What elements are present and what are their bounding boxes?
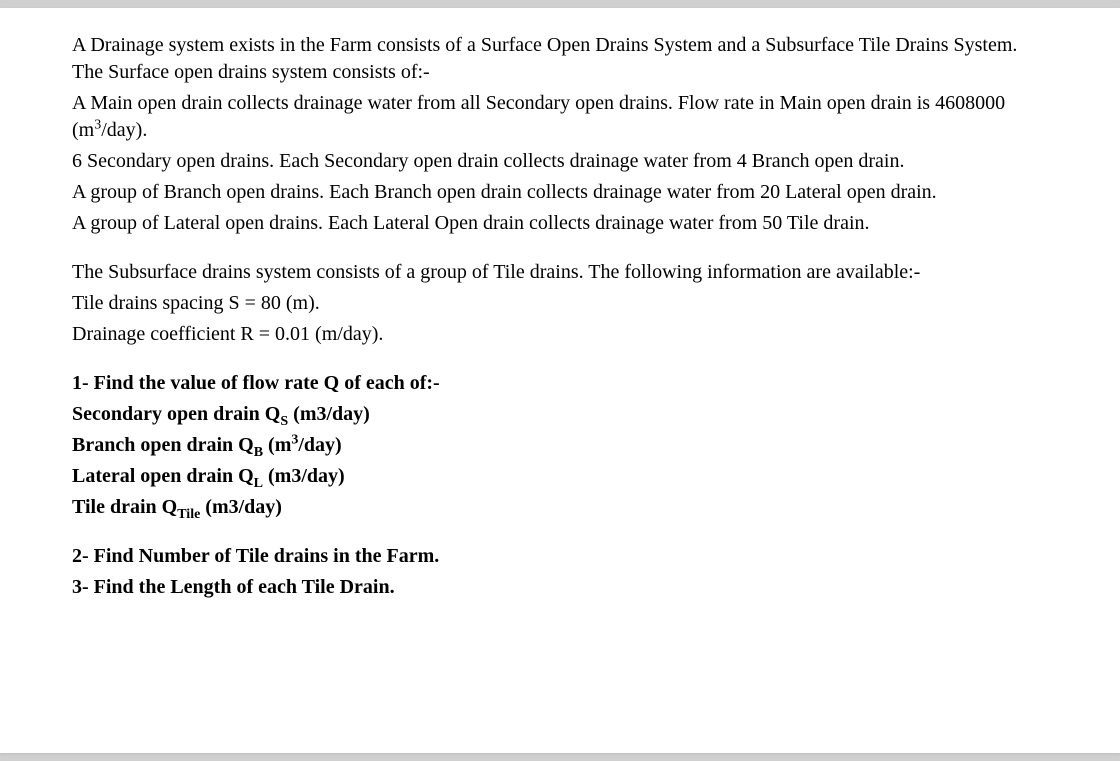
subscript: L [254,476,263,491]
document-page: A Drainage system exists in the Farm con… [0,8,1120,753]
subscript: S [280,414,288,429]
question-1-branch: Branch open drain QB (m3/day) [72,432,1048,459]
text-segment: Secondary open drain Q [72,403,280,425]
question-1-lateral: Lateral open drain QL (m3/day) [72,463,1048,490]
subscript: B [254,445,263,460]
question-2: 2- Find Number of Tile drains in the Far… [72,543,1048,570]
text-segment: (m [263,434,291,456]
text-segment: (m3/day) [263,465,345,487]
question-3: 3- Find the Length of each Tile Drain. [72,574,1048,601]
question-1-tile: Tile drain QTile (m3/day) [72,494,1048,521]
intro-paragraph-2: A Main open drain collects drainage wate… [72,90,1048,144]
subsurface-paragraph-1: The Subsurface drains system consists of… [72,259,1048,286]
intro-paragraph-3: 6 Secondary open drains. Each Secondary … [72,148,1048,175]
text-segment: Tile drain Q [72,496,177,518]
subscript: Tile [177,507,200,522]
intro-paragraph-1: A Drainage system exists in the Farm con… [72,32,1048,86]
subsurface-coefficient: Drainage coefficient R = 0.01 (m/day). [72,321,1048,348]
text-segment: Branch open drain Q [72,434,254,456]
text-segment: /day) [298,434,341,456]
text-segment: (m3/day) [200,496,282,518]
text-segment: Lateral open drain Q [72,465,254,487]
question-1-heading: 1- Find the value of flow rate Q of each… [72,370,1048,397]
question-1-secondary: Secondary open drain QS (m3/day) [72,401,1048,428]
text-segment: (m3/day) [288,403,370,425]
intro-paragraph-5: A group of Lateral open drains. Each Lat… [72,210,1048,237]
intro-paragraph-4: A group of Branch open drains. Each Bran… [72,179,1048,206]
subsurface-spacing: Tile drains spacing S = 80 (m). [72,290,1048,317]
text-segment: A Main open drain collects drainage wate… [72,92,1005,141]
text-segment: /day). [101,119,147,141]
